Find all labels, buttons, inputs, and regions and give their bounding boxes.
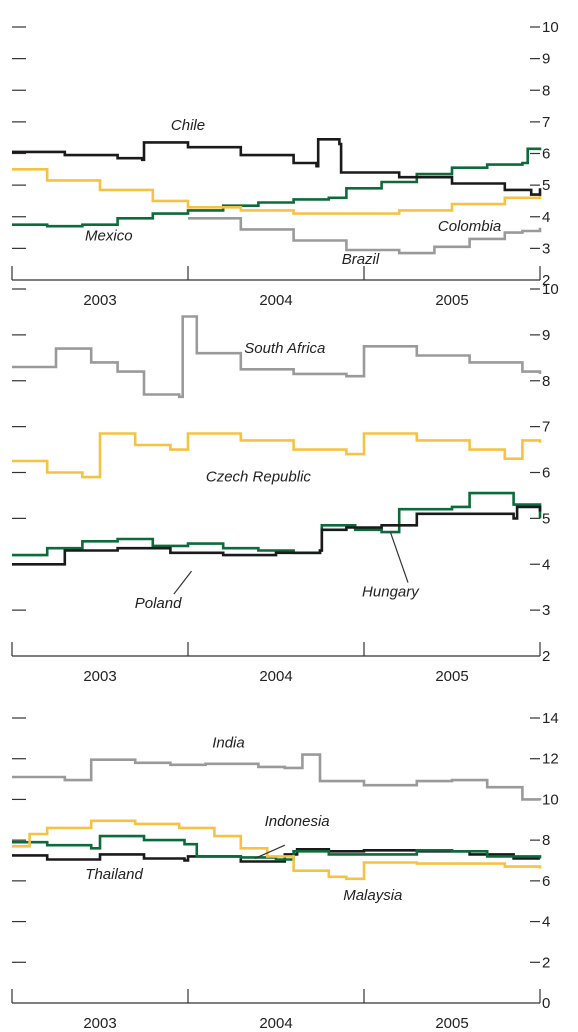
series-annotation: Hungary bbox=[362, 583, 420, 600]
series-annotation: Thailand bbox=[85, 866, 143, 883]
y-tick-label: 4 bbox=[542, 556, 550, 573]
series-line-chile bbox=[12, 138, 542, 196]
series-annotation: India bbox=[212, 735, 245, 752]
y-tick-label: 7 bbox=[542, 419, 550, 436]
y-tick-label: 4 bbox=[542, 914, 550, 931]
series-annotation: Poland bbox=[135, 595, 182, 612]
y-tick-label: 10 bbox=[542, 791, 559, 808]
annotation-leader bbox=[173, 570, 192, 595]
y-tick-label: 5 bbox=[542, 510, 550, 527]
y-tick-label: 8 bbox=[542, 373, 550, 390]
series-annotation: Mexico bbox=[85, 227, 133, 244]
series-annotation: Indonesia bbox=[265, 813, 330, 830]
y-tick-label: 7 bbox=[542, 114, 550, 131]
y-tick-label: 6 bbox=[542, 465, 550, 482]
y-tick-label: 3 bbox=[542, 240, 550, 257]
y-tick-label: 4 bbox=[542, 209, 550, 226]
y-tick-label: 12 bbox=[542, 751, 559, 768]
y-tick-label: 6 bbox=[542, 146, 550, 163]
y-tick-label: 2 bbox=[542, 954, 550, 971]
y-tick-label: 2 bbox=[542, 272, 550, 289]
x-year-label: 2003 bbox=[83, 668, 116, 685]
series-line-india bbox=[12, 753, 542, 801]
x-year-label: 2003 bbox=[83, 292, 116, 309]
x-year-label: 2004 bbox=[259, 292, 292, 309]
y-tick-label: 10 bbox=[542, 19, 559, 36]
y-tick-label: 8 bbox=[542, 82, 550, 99]
annotation-leader bbox=[254, 844, 286, 860]
series-annotation: Colombia bbox=[438, 218, 501, 235]
series-annotation: Brazil bbox=[342, 251, 380, 268]
x-year-label: 2004 bbox=[259, 1015, 292, 1032]
y-tick-label: 3 bbox=[542, 602, 550, 619]
series-annotation: South Africa bbox=[244, 340, 325, 357]
series-line-hungary bbox=[12, 491, 542, 557]
y-tick-label: 0 bbox=[542, 995, 550, 1012]
series-annotation: Malaysia bbox=[343, 887, 402, 904]
series-annotation: Czech Republic bbox=[206, 469, 312, 486]
y-tick-label: 2 bbox=[542, 648, 550, 665]
series-line-brazil bbox=[188, 217, 542, 255]
x-year-label: 2004 bbox=[259, 668, 292, 685]
y-tick-label: 6 bbox=[542, 873, 550, 890]
series-line-colombia bbox=[12, 168, 542, 215]
y-tick-label: 9 bbox=[542, 51, 550, 68]
y-tick-label: 9 bbox=[542, 327, 550, 344]
y-tick-label: 14 bbox=[542, 710, 559, 727]
y-tick-label: 8 bbox=[542, 832, 550, 849]
series-line-indonesia bbox=[12, 819, 542, 881]
x-year-label: 2005 bbox=[435, 1015, 468, 1032]
series-line-poland bbox=[12, 505, 542, 566]
annotation-leader bbox=[389, 531, 409, 583]
chart-panel-3: 0 2 4 6 8 10 12 14 2003 2004 2005 India Indonesia Tha… bbox=[11, 710, 559, 1032]
series-annotation: Chile bbox=[171, 117, 205, 134]
series-line-czech-republic bbox=[12, 432, 542, 479]
x-year-label: 2005 bbox=[435, 668, 468, 685]
chart-panel-2: 2 3 4 5 6 7 8 9 10 2003 2004 2005 South Africa Czech … bbox=[11, 281, 559, 685]
y-tick-label: 5 bbox=[542, 177, 550, 194]
series-line-mexico bbox=[12, 147, 542, 228]
y-tick-label: 10 bbox=[542, 281, 559, 298]
chart-panel-1: 2 3 4 5 6 7 8 9 10 2003 2004 2005 Chile Colombia Mexic… bbox=[11, 19, 559, 309]
x-year-label: 2003 bbox=[83, 1015, 116, 1032]
series-line-south-africa bbox=[12, 315, 542, 399]
x-year-label: 2005 bbox=[435, 292, 468, 309]
